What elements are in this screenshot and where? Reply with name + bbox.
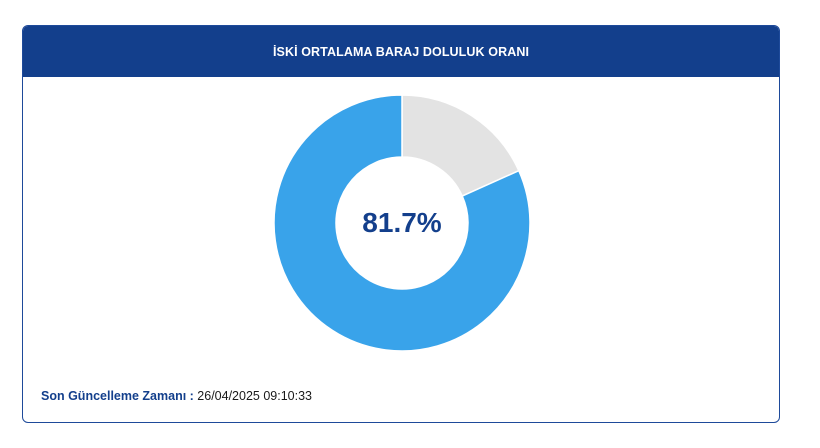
last-update-separator: :: [186, 389, 198, 403]
last-update-label: Son Güncelleme Zamanı: [41, 389, 187, 403]
reservoir-card: İSKİ ORTALAMA BARAJ DOLULUK ORANI 81.7% …: [22, 25, 780, 423]
donut-chart: 81.7%: [273, 94, 531, 352]
donut-chart-svg: [273, 94, 531, 352]
card-title: İSKİ ORTALAMA BARAJ DOLULUK ORANI: [272, 44, 530, 59]
last-update-line: Son Güncelleme Zamanı : 26/04/2025 09:10…: [41, 389, 312, 403]
card-header: İSKİ ORTALAMA BARAJ DOLULUK ORANI: [23, 26, 779, 77]
last-update-timestamp: 26/04/2025 09:10:33: [197, 389, 312, 403]
donut-slice-doluluk[interactable]: [273, 94, 531, 352]
